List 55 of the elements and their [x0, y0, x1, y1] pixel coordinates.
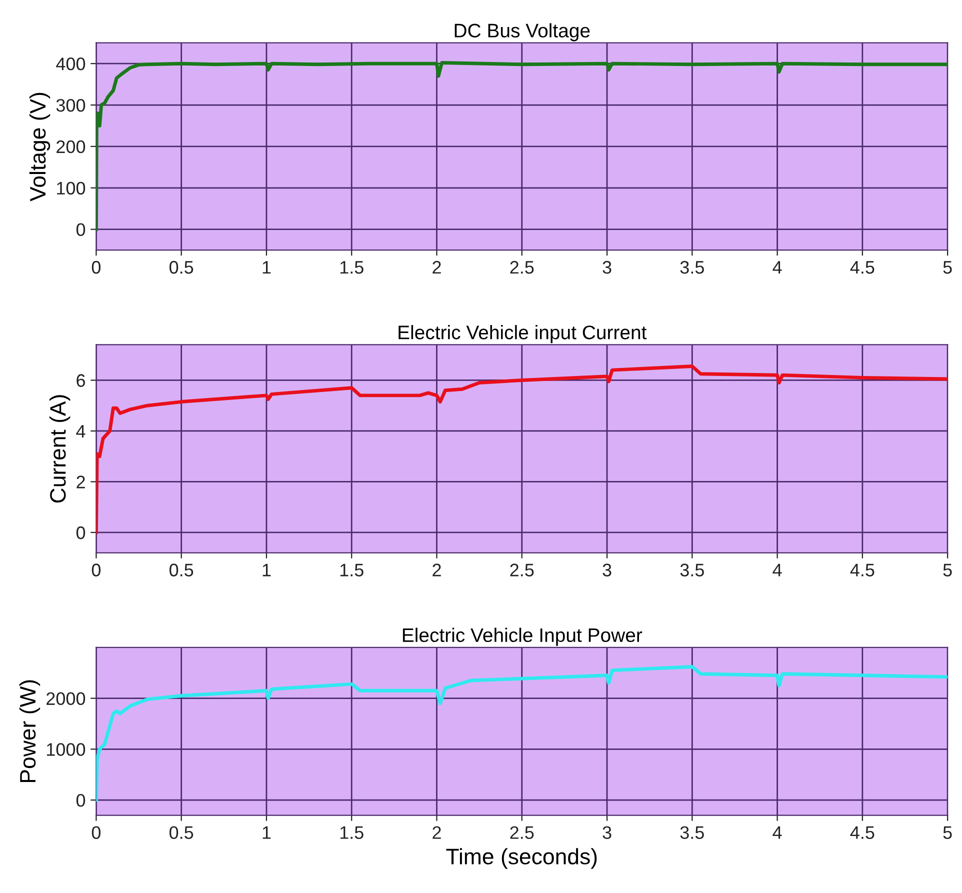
y-tick-label: 400 [56, 58, 86, 70]
x-tick-label: 0 [92, 826, 101, 839]
x-tick-label: 0.5 [169, 564, 194, 576]
x-tick-label: 1.5 [340, 564, 364, 576]
x-tick-label: 0.5 [169, 260, 194, 274]
x-tick-label: 2 [432, 826, 441, 839]
y-tick-label: 2000 [46, 692, 86, 706]
chart-title: DC Bus Voltage [454, 23, 590, 42]
x-tick-label: 2 [432, 564, 441, 576]
x-tick-label: 2 [432, 260, 441, 274]
y-tick-label: 200 [56, 140, 86, 154]
x-tick-label: 2.5 [510, 564, 534, 576]
x-tick-label: 3 [602, 564, 612, 576]
x-tick-label: 5 [943, 261, 952, 274]
x-tick-label: 0.5 [169, 826, 194, 839]
x-tick-label: 4.5 [850, 261, 874, 274]
x-tick-label: 4.5 [850, 826, 874, 839]
x-tick-label: 1.5 [340, 261, 364, 274]
x-tick-label: 1 [262, 261, 271, 274]
x-tick-label: 3.5 [680, 826, 704, 839]
y-axis-title: Power (W) [19, 680, 40, 782]
x-tick-label: 0 [92, 260, 101, 274]
y-tick-label: 0 [76, 223, 86, 236]
x-tick-label: 3 [602, 260, 612, 274]
x-axis-title: Time (seconds) [446, 848, 597, 869]
x-tick-label: 1 [262, 826, 271, 839]
x-tick-label: 5 [943, 826, 952, 839]
chart-title: Electric Vehicle input Current [398, 325, 647, 344]
x-tick-label: 3.5 [680, 260, 704, 274]
x-tick-label: 1 [262, 564, 271, 576]
line-series [96, 364, 948, 534]
y-axis-title: Current (A) [49, 395, 70, 503]
x-tick-label: 3.5 [680, 564, 704, 576]
x-tick-label: 4 [772, 826, 782, 839]
y-tick-label: 0 [76, 794, 86, 807]
y-tick-label: 0 [76, 526, 86, 540]
y-tick-label: 4 [76, 425, 86, 438]
x-tick-label: 2.5 [510, 260, 534, 274]
y-tick-label: 2 [76, 476, 85, 488]
x-tick-label: 1.5 [340, 826, 364, 839]
line-series [96, 61, 948, 232]
line-series [96, 665, 948, 802]
x-tick-label: 5 [943, 564, 952, 576]
y-axis-title: Voltage (V) [29, 92, 50, 202]
x-tick-label: 2.5 [510, 826, 534, 839]
y-tick-label: 100 [57, 182, 86, 195]
y-tick-label: 300 [56, 98, 86, 112]
x-tick-label: 0 [92, 564, 101, 576]
y-tick-label: 1000 [47, 743, 86, 756]
x-tick-label: 4 [772, 564, 782, 576]
x-tick-label: 3 [602, 826, 612, 839]
chart-title: Electric Vehicle Input Power [402, 628, 642, 646]
x-tick-label: 4.5 [850, 564, 874, 576]
y-tick-label: 6 [76, 374, 85, 387]
x-tick-label: 4 [772, 261, 782, 274]
